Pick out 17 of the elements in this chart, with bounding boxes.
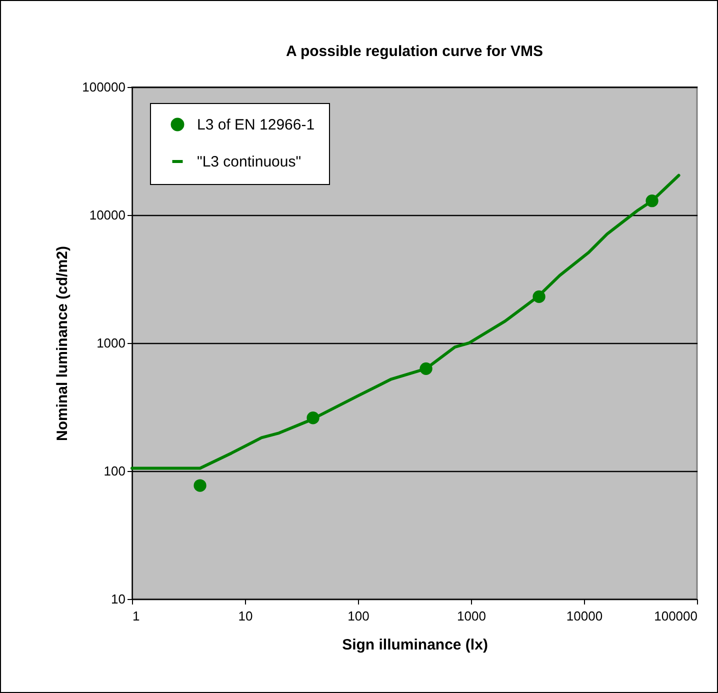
x-tick-label: 1000 (457, 608, 486, 624)
x-tick-label: 10 (238, 608, 253, 624)
legend-label: L3 of EN 12966-1 (197, 116, 315, 134)
x-tick-label: 100 (348, 608, 370, 624)
x-tick-label: 10000 (566, 608, 603, 624)
y-tick-label: 10000 (89, 208, 126, 222)
x-axis-title: Sign illuminance (lx) (342, 636, 488, 654)
legend-label: "L3 continuous" (197, 154, 302, 170)
y-tick-label: 1000 (96, 336, 126, 350)
y-tick-label: 100000 (82, 80, 126, 94)
point (194, 479, 206, 492)
chart-title: A possible regulation curve for VMS (286, 43, 543, 60)
y-axis-title: Nominal luminance (cd/m2) (54, 246, 72, 442)
y-tick-label: 10 (111, 592, 126, 606)
x-tick-label: 100000 (654, 608, 698, 624)
y-tick-label: 100 (104, 464, 126, 478)
x-tick-label: 1 (132, 608, 140, 624)
